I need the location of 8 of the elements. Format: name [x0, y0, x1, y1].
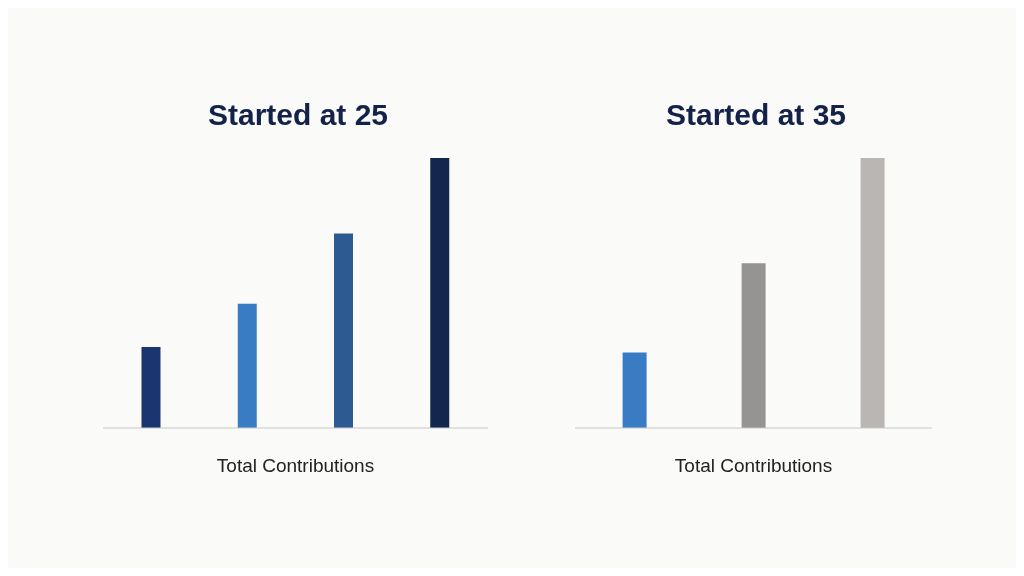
x-axis-title: Total Contributions [216, 455, 375, 476]
chart-title: Started at 25 [206, 98, 390, 133]
bar [237, 303, 257, 428]
x-axis-title: Total Contributions [674, 455, 833, 476]
chart-title: Started at 35 [664, 98, 848, 133]
bar [334, 233, 353, 428]
bar [141, 347, 161, 428]
bar [430, 158, 450, 428]
